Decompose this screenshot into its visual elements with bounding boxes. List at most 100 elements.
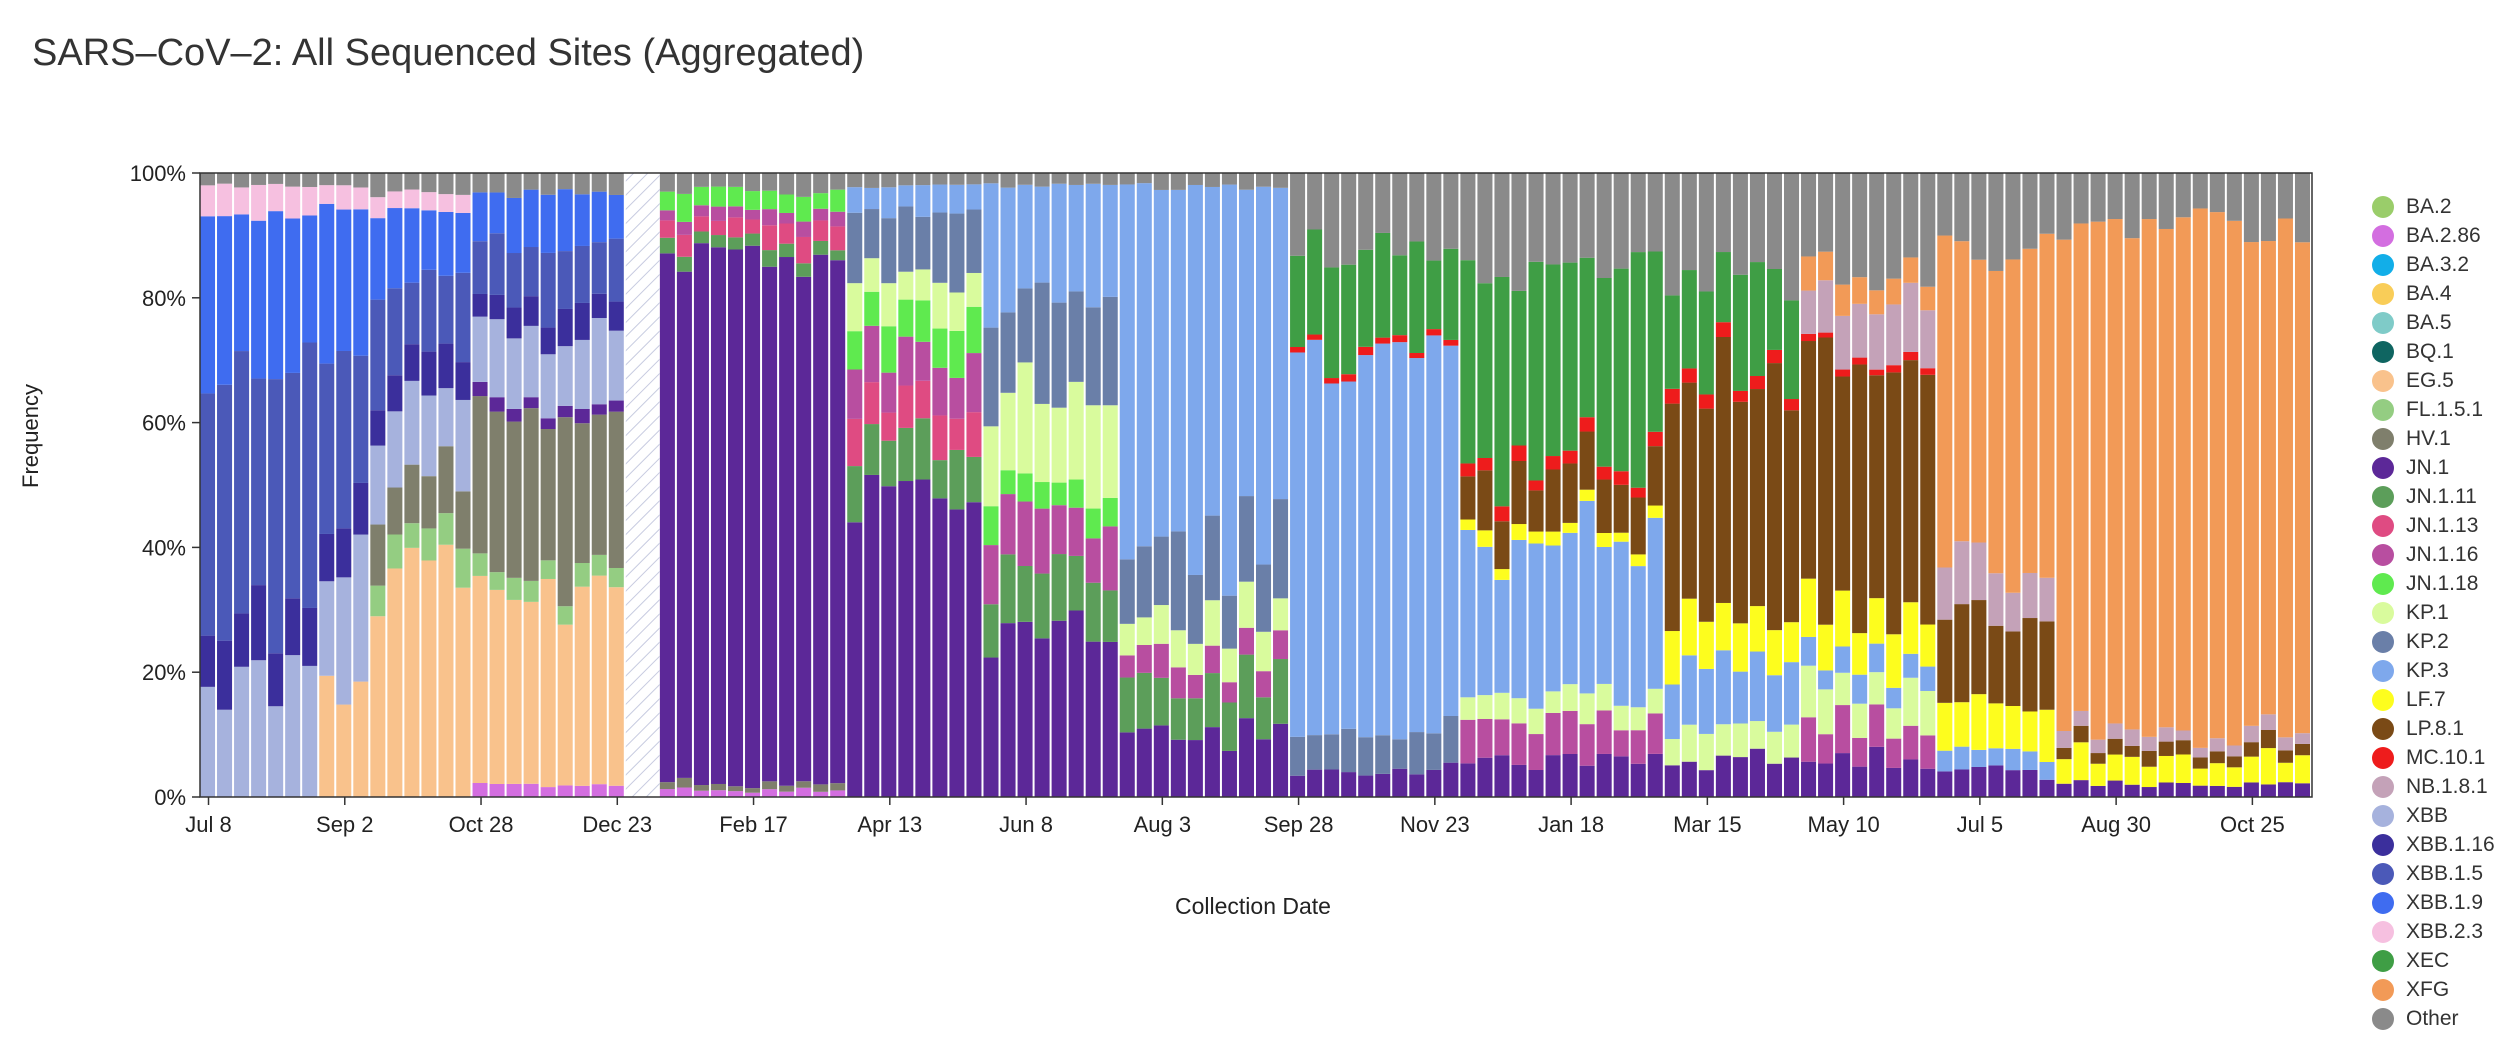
bar-segment-xbb bbox=[540, 354, 556, 419]
bar-segment-kp-3 bbox=[1732, 671, 1748, 724]
bar-segment-other bbox=[2056, 173, 2072, 240]
bar-segment-jn-1-16 bbox=[1494, 719, 1510, 756]
bar-segment-mc-10-1 bbox=[1528, 480, 1544, 491]
bar-segment-xbb bbox=[489, 319, 505, 398]
bar-segment-kp-1 bbox=[1017, 362, 1033, 474]
bar-segment-kp-1 bbox=[1204, 600, 1220, 646]
bar-segment-mc-10-1 bbox=[1647, 431, 1663, 447]
bar-segment-xbb bbox=[591, 318, 607, 405]
bar-segment-jn-1 bbox=[2090, 785, 2106, 797]
bar-segment-ba-2-86 bbox=[796, 787, 812, 797]
bar-segment-jn-1 bbox=[1290, 775, 1306, 797]
bar-segment-xbb-2-3 bbox=[268, 183, 284, 212]
bar-segment-jn-1-16 bbox=[1835, 705, 1851, 754]
bar-segment-kp-3 bbox=[1460, 529, 1476, 698]
bar-segment-lf-7 bbox=[2243, 756, 2259, 783]
legend-swatch bbox=[2372, 543, 2394, 566]
bar-segment-kp-1 bbox=[1221, 648, 1237, 683]
bar-segment-lf-7 bbox=[1545, 531, 1561, 546]
bar-segment-lp-8-1 bbox=[1647, 446, 1663, 506]
bar-segment-xec bbox=[1290, 255, 1306, 348]
bar-segment-other bbox=[1528, 173, 1544, 262]
bar-segment-hv-1 bbox=[421, 476, 437, 529]
bar-segment-lp-8-1 bbox=[1937, 619, 1953, 703]
bar-segment-eg-5 bbox=[489, 589, 505, 784]
bar-segment-xbb-1-9 bbox=[574, 194, 590, 246]
legend-item: FL.1.5.1 bbox=[2372, 395, 2483, 424]
bar-segment-jn-1-11 bbox=[966, 456, 982, 503]
bar-segment-jn-1-16 bbox=[1801, 717, 1817, 762]
bar-segment-kp-1 bbox=[1000, 392, 1016, 471]
bar-segment-kp-3 bbox=[1954, 746, 1970, 770]
bar-segment-eg-5 bbox=[608, 587, 624, 786]
bar-segment-jn-1-16 bbox=[1273, 630, 1289, 660]
bar-segment-kp-1 bbox=[1085, 405, 1101, 509]
bar-segment-jn-1 bbox=[2260, 784, 2276, 797]
bar-segment-jn-1-16 bbox=[932, 367, 948, 416]
bar-segment-jn-1-11 bbox=[864, 424, 880, 475]
bar-segment-other bbox=[302, 173, 318, 187]
bar-segment-lf-7 bbox=[1528, 531, 1544, 544]
bar-segment-kp-3 bbox=[966, 184, 982, 210]
bar-segment-hv-1 bbox=[455, 491, 471, 549]
bar-segment-lf-7 bbox=[1835, 590, 1851, 647]
bar-segment-kp-3 bbox=[1886, 687, 1902, 709]
bar-segment-jn-1-11 bbox=[949, 449, 965, 510]
bar-segment-xbb-1-9 bbox=[591, 191, 607, 243]
x-tick-label: Aug 3 bbox=[1134, 812, 1192, 837]
bar-segment-other bbox=[1443, 173, 1459, 249]
bar-segment-kp-2 bbox=[983, 327, 999, 427]
x-tick-label: Feb 17 bbox=[719, 812, 788, 837]
legend-swatch bbox=[2372, 978, 2394, 1001]
legend-label: HV.1 bbox=[2406, 426, 2451, 450]
bar-segment-jn-1-16 bbox=[1085, 538, 1101, 583]
bar-segment-hv-1 bbox=[472, 396, 488, 554]
legend-item: KP.2 bbox=[2372, 627, 2449, 656]
bar-segment-xbb-2-3 bbox=[251, 184, 267, 221]
bar-segment-jn-1-16 bbox=[1511, 723, 1527, 765]
bar-segment-kp-2 bbox=[1238, 496, 1254, 582]
bar-segment-lf-7 bbox=[1988, 703, 2004, 749]
bar-segment-hv-1 bbox=[693, 785, 709, 791]
bar-segment-other bbox=[1494, 173, 1510, 277]
bar-segment-xbb-1-16 bbox=[251, 585, 267, 661]
bar-segment-other bbox=[1766, 173, 1782, 269]
bar-segment-jn-1-18 bbox=[659, 191, 675, 211]
bar-segment-hv-1 bbox=[728, 786, 744, 792]
legend-item: XBB bbox=[2372, 801, 2448, 830]
bar-segment-xbb-1-16 bbox=[574, 302, 590, 340]
bar-segment-jn-1-11 bbox=[1136, 672, 1152, 729]
bar-segment-jn-1 bbox=[1835, 753, 1851, 797]
bar-segment-xbb-1-5 bbox=[608, 238, 624, 302]
bar-segment-kp-1 bbox=[847, 283, 863, 332]
bar-segment-lf-7 bbox=[1664, 631, 1680, 685]
bar-segment-ba-2-86 bbox=[728, 791, 744, 797]
bar-segment-jn-1-11 bbox=[1000, 554, 1016, 624]
bar-segment-jn-1 bbox=[1920, 768, 1936, 797]
bar-segment-other bbox=[1630, 173, 1646, 253]
bar-segment-other bbox=[1988, 173, 2004, 271]
bar-segment-fl-1-5-1 bbox=[455, 548, 471, 588]
bar-segment-jn-1-16 bbox=[1630, 730, 1646, 764]
bar-segment-kp-2 bbox=[881, 218, 897, 284]
bar-segment-xec bbox=[1545, 264, 1561, 457]
bar-segment-other bbox=[1869, 173, 1885, 291]
bar-segment-other bbox=[353, 173, 369, 188]
bar-segment-lp-8-1 bbox=[1784, 410, 1800, 623]
x-tick-label: Jun 8 bbox=[999, 812, 1053, 837]
bar-segment-lf-7 bbox=[2209, 763, 2225, 786]
bar-segment-lp-8-1 bbox=[2141, 750, 2157, 767]
bar-segment-jn-1-13 bbox=[762, 225, 778, 251]
bar-segment-jn-1-11 bbox=[1034, 573, 1050, 639]
bar-segment-other bbox=[864, 173, 880, 188]
bar-segment-xbb-1-5 bbox=[370, 299, 386, 411]
bar-segment-xfg bbox=[2243, 242, 2259, 726]
legend-label: LP.8.1 bbox=[2406, 716, 2465, 740]
bar-segment-jn-1-16 bbox=[710, 206, 726, 221]
bar-segment-fl-1-5-1 bbox=[421, 528, 437, 561]
bar-segment-kp-1 bbox=[1613, 705, 1629, 731]
bar-segment-jn-1 bbox=[1732, 757, 1748, 797]
bar-segment-lp-8-1 bbox=[1920, 374, 1936, 625]
bar-segment-other bbox=[217, 173, 233, 184]
bar-segment-lf-7 bbox=[1852, 633, 1868, 675]
